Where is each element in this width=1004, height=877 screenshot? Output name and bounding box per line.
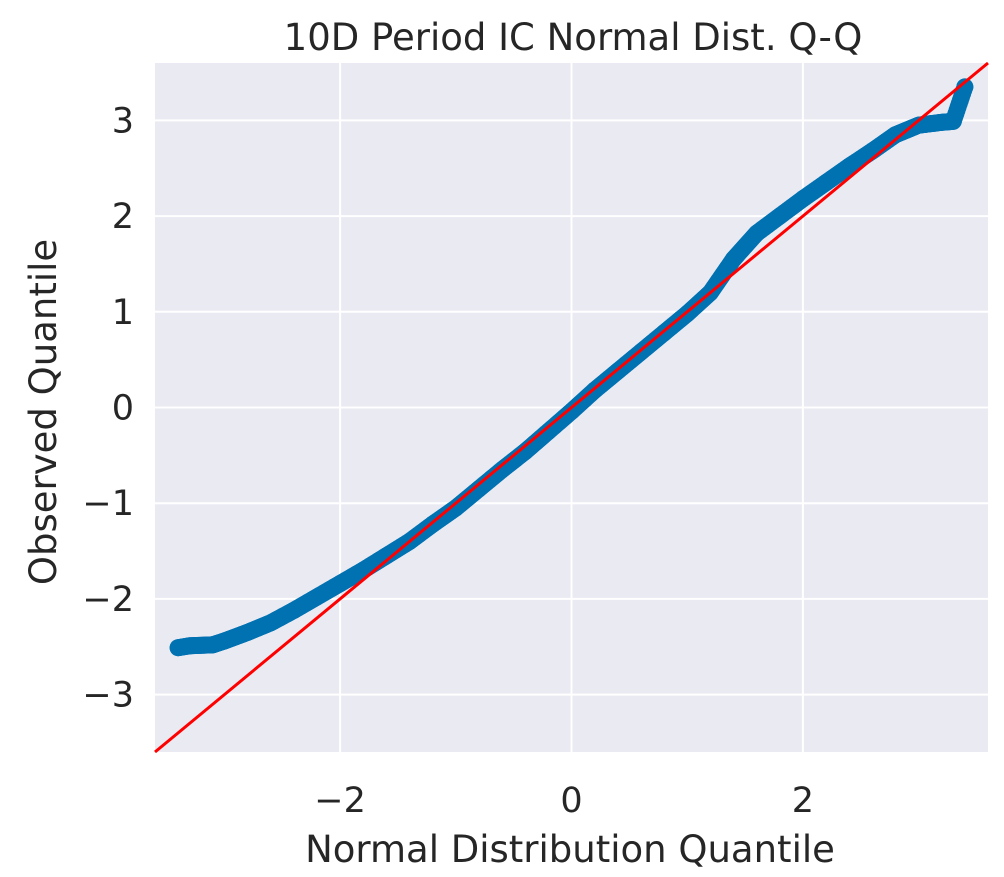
y-tick-label: −3 xyxy=(82,676,134,716)
qq-point xyxy=(215,632,233,650)
qq-point xyxy=(771,207,789,225)
qq-point xyxy=(794,190,812,208)
qq-point xyxy=(724,250,742,268)
x-axis-label: Normal Distribution Quantile xyxy=(305,828,835,871)
y-tick-label: 1 xyxy=(112,293,134,333)
x-tick-label: 2 xyxy=(792,781,814,821)
y-tick-label: −1 xyxy=(82,484,134,524)
x-tick-label: −2 xyxy=(314,781,366,821)
qq-point xyxy=(539,422,557,440)
x-tick-label: 0 xyxy=(560,781,582,821)
y-tick-label: 3 xyxy=(112,101,134,141)
qq-point xyxy=(886,126,904,144)
qq-point xyxy=(563,402,580,420)
quantile-points xyxy=(169,78,974,657)
qq-point xyxy=(308,588,326,606)
qq-point xyxy=(181,637,199,655)
qq-point xyxy=(262,614,280,632)
reference-line-group xyxy=(154,61,989,754)
y-tick-label: −2 xyxy=(82,580,134,620)
qq-point xyxy=(956,78,974,96)
qq-point xyxy=(944,112,962,130)
qq-point xyxy=(817,174,835,192)
qq-point xyxy=(447,499,465,517)
qq-point xyxy=(910,116,928,134)
qq-point xyxy=(748,224,766,242)
qq-point xyxy=(285,601,303,619)
qq-point xyxy=(239,623,257,641)
reference-line xyxy=(154,61,989,754)
qq-point xyxy=(516,443,534,461)
y-tick-label: 2 xyxy=(112,197,134,237)
y-axis-label: Observed Quantile xyxy=(22,239,65,585)
y-tick-labels: −3 −2 −1 0 1 2 3 xyxy=(82,101,134,715)
qq-point xyxy=(493,461,511,479)
qq-point xyxy=(840,157,858,175)
chart-title: 10D Period IC Normal Dist. Q-Q xyxy=(284,16,863,59)
x-tick-labels: −2 0 2 xyxy=(314,781,814,821)
qq-point xyxy=(331,575,349,593)
qq-point xyxy=(377,547,395,565)
qq-point xyxy=(470,480,488,498)
y-tick-label: 0 xyxy=(112,389,134,429)
